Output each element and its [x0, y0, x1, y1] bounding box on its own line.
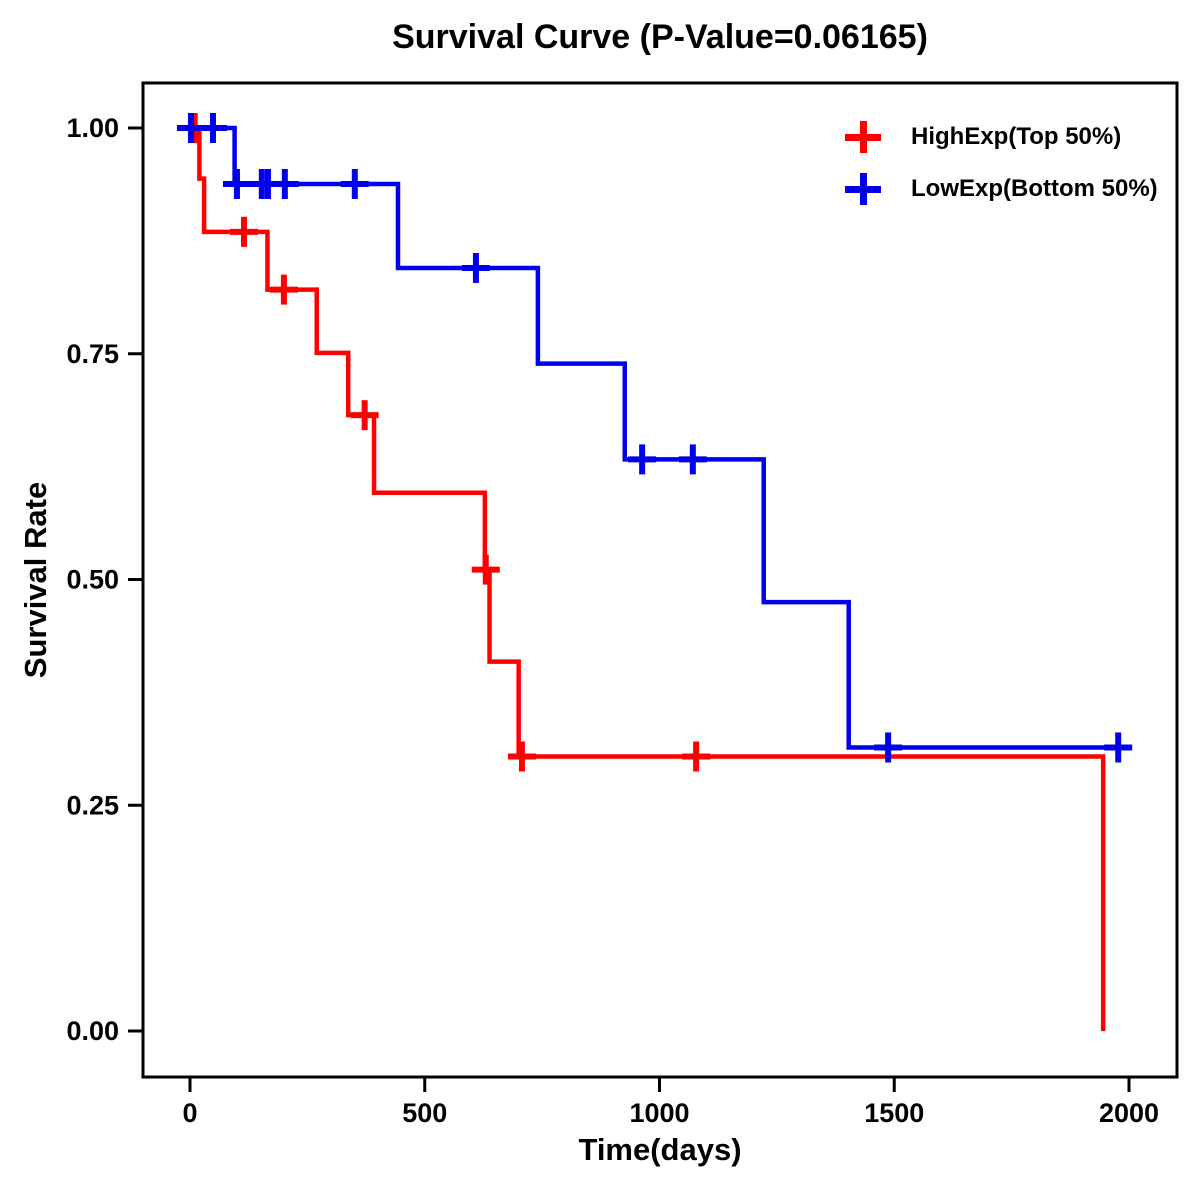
plus-icon — [845, 171, 881, 207]
legend: HighExp(Top 50%) LowExp(Bottom 50%) — [845, 118, 1158, 222]
y-tick-label: 1.00 — [66, 113, 119, 143]
plus-icon — [845, 119, 881, 155]
chart-title: Survival Curve (P-Value=0.06165) — [392, 18, 928, 56]
legend-item-highexp: HighExp(Top 50%) — [845, 118, 1158, 156]
y-tick-label: 0.75 — [66, 339, 119, 369]
x-tick-label: 1000 — [629, 1098, 689, 1128]
legend-item-lowexp: LowExp(Bottom 50%) — [845, 170, 1158, 208]
survival-curve-highexp — [190, 125, 1106, 1031]
y-tick-label: 0.00 — [66, 1016, 119, 1046]
legend-label-highexp: HighExp(Top 50%) — [911, 123, 1122, 150]
plot-border — [141, 81, 1179, 1079]
y-tick-label: 0.50 — [66, 565, 119, 595]
x-tick-label: 0 — [182, 1098, 197, 1128]
x-tick-label: 500 — [402, 1098, 447, 1128]
x-tick-label: 1500 — [864, 1098, 924, 1128]
legend-label-lowexp: LowExp(Bottom 50%) — [911, 175, 1158, 202]
y-tick-label: 0.25 — [66, 790, 119, 820]
x-tick-label: 2000 — [1099, 1098, 1159, 1128]
x-axis-title: Time(days) — [578, 1132, 742, 1167]
